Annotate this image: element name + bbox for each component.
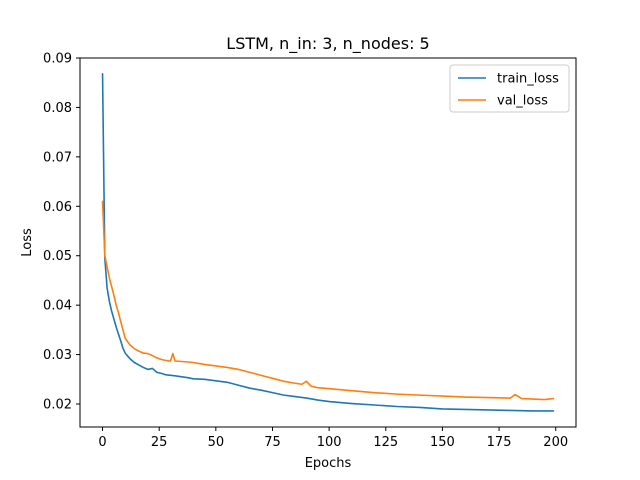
series-line-val-loss [101,200,555,401]
y-tick-label: 0.05 [43,249,72,264]
x-tick-label: 175 [487,435,512,450]
x-tick-label: 150 [430,435,455,450]
y-tick-label: 0.03 [43,348,72,363]
y-tick-label: 0.08 [43,101,72,116]
x-tick-label: 100 [317,435,342,450]
y-axis: 0.02 0.03 0.04 0.05 0.06 0.07 0.08 0.09 [43,52,80,413]
y-axis-title: Loss [20,228,35,257]
y-tick-label: 0.02 [43,398,72,413]
y-tick-label: 0.06 [43,200,72,215]
x-tick-label: 200 [543,435,568,450]
x-tick-label: 0 [98,435,106,450]
series-line-train-loss [101,73,555,412]
legend-label: val_loss [497,94,548,109]
x-tick-label: 125 [373,435,398,450]
y-tick-label: 0.09 [43,52,72,67]
x-axis-title: Epochs [305,456,352,471]
y-tick-label: 0.07 [43,150,72,165]
legend: train_loss val_loss [449,64,570,113]
x-tick-label: 25 [151,435,168,450]
chart-title: LSTM, n_in: 3, n_nodes: 5 [226,34,429,54]
x-tick-label: 50 [208,435,225,450]
x-tick-label: 75 [264,435,281,450]
plot-area [101,73,555,412]
y-tick-label: 0.04 [43,299,72,314]
legend-label: train_loss [497,72,559,87]
x-axis: 0 25 50 75 100 125 150 175 200 [98,427,568,450]
axes-frame [79,57,577,428]
